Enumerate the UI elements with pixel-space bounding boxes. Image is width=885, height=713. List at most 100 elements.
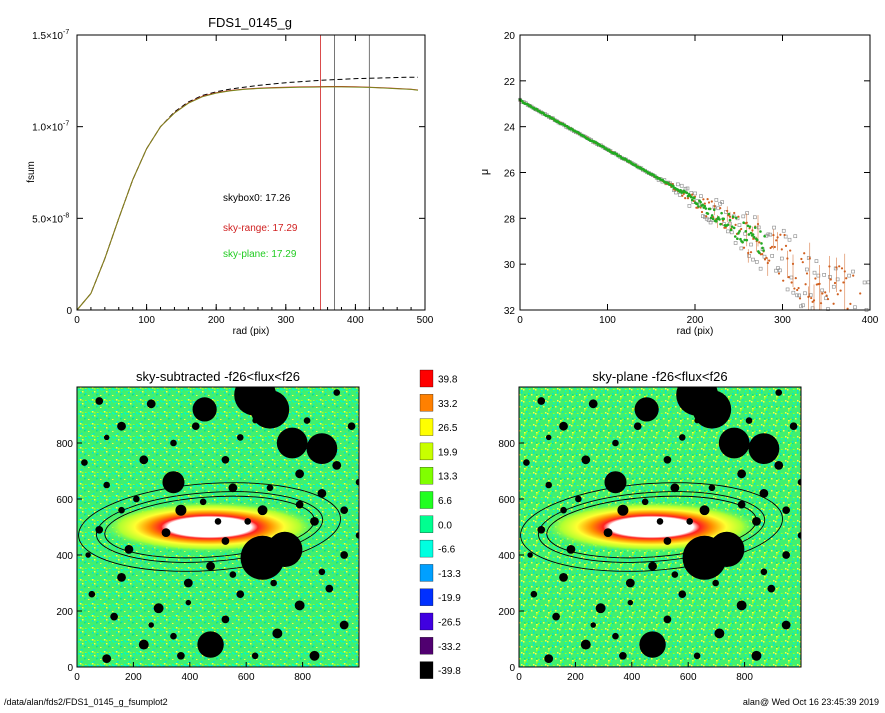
masked-star: [751, 650, 762, 661]
panel2-point-grey: [756, 225, 761, 230]
colorbar-label: -13.3: [438, 569, 461, 580]
image-ytick-label: 400: [56, 551, 73, 562]
masked-star: [595, 603, 606, 614]
masked-star: [206, 561, 215, 571]
panel2-point-orange: [761, 253, 764, 256]
panel2-point-orange: [807, 295, 810, 298]
masked-star: [340, 506, 349, 515]
panel2-ytick-label: 32: [504, 306, 516, 317]
panel2-point-orange: [828, 265, 831, 268]
masked-star: [295, 469, 305, 479]
panel2-point-orange: [811, 300, 814, 303]
panel2-point-orange: [684, 196, 687, 200]
panel2-point-grey: [785, 287, 790, 292]
masked-star: [295, 500, 304, 509]
panel2-point-orange: [789, 249, 792, 252]
masked-star: [244, 518, 251, 525]
image-ytick-label: 800: [56, 439, 73, 450]
panel2-point-orange: [700, 210, 704, 214]
panel2-point-orange: [842, 281, 845, 284]
panel2-point-orange: [808, 257, 811, 260]
masked-star: [303, 417, 311, 424]
image-ytick-label: 0: [509, 663, 515, 674]
panel2-point-orange: [770, 245, 774, 248]
colorbar: 39.8 33.2 26.5 19.9 13.3 6.6 0.0 -6.6 -13.3 -19.9…: [419, 369, 461, 679]
masked-star: [544, 654, 554, 663]
panel2-point-orange: [782, 279, 785, 282]
panel2-point-grey: [778, 268, 782, 273]
panel2-point-grey: [814, 259, 819, 263]
masked-star: [95, 525, 104, 534]
masked-star: [641, 498, 649, 506]
panel2-plot-area: [518, 97, 871, 312]
panel2-point-orange: [780, 248, 783, 251]
image-ytick-label: 600: [56, 495, 73, 506]
panel2-point-orange: [705, 215, 708, 218]
panel2-point-orange: [768, 259, 771, 262]
masked-star: [250, 390, 290, 429]
masked-star: [627, 599, 634, 606]
panel2-point-orange: [826, 297, 830, 301]
panel2-point-green: [763, 234, 766, 238]
masked-star: [117, 421, 126, 431]
panel2-point-orange: [791, 262, 795, 265]
panel4-title: sky-plane -f26<flux<f26: [592, 369, 727, 384]
panel2-point-grey: [720, 200, 724, 204]
panel2-point-grey: [779, 256, 784, 261]
masked-star: [161, 528, 171, 537]
masked-star: [214, 518, 222, 525]
panel1-ytick-label: 1.0×10: [32, 123, 63, 134]
masked-star: [170, 439, 177, 447]
panel2-point-orange: [821, 292, 824, 295]
masked-star: [183, 578, 193, 588]
panel2-point-grey: [774, 268, 778, 273]
panel2-point-orange: [825, 294, 828, 297]
panel2-point-orange: [779, 233, 782, 236]
panel4-frame: [518, 386, 802, 668]
panel2-point-grey: [851, 269, 855, 274]
panel2-point-grey: [781, 228, 786, 233]
panel2-point-orange: [773, 245, 776, 249]
panel2-point-green: [701, 203, 704, 207]
masked-star: [559, 421, 568, 431]
masked-star: [781, 620, 791, 630]
panel2-point-orange: [790, 281, 793, 284]
image-ytick-label: 200: [56, 607, 73, 618]
panel2-point-green: [736, 237, 739, 241]
masked-star: [789, 422, 798, 431]
masked-star: [310, 517, 319, 526]
masked-star: [332, 461, 342, 470]
panel2-point-grey: [676, 182, 680, 187]
panel2-point-grey: [687, 204, 692, 208]
masked-star: [603, 528, 613, 537]
panel2-point-green: [708, 207, 712, 211]
panel2-point-orange: [734, 223, 737, 226]
panel2-point-green: [709, 216, 713, 220]
panel2-point-orange: [719, 207, 722, 210]
panel2-point-green: [715, 219, 718, 223]
panel2-point-grey: [693, 191, 697, 196]
panel-sky-plane: sky-plane -f26<flux<f26 0 200 400 600 800 0 20…: [498, 369, 802, 683]
masked-star: [670, 483, 680, 493]
masked-star: [110, 612, 118, 621]
panel2-point-green: [699, 200, 702, 204]
panel2-point-green: [693, 196, 696, 200]
masked-star: [294, 600, 305, 611]
masked-star: [177, 651, 185, 660]
masked-star: [552, 612, 560, 621]
panel2-point-orange: [713, 205, 716, 208]
panel2-xtick-label: 200: [687, 315, 704, 326]
masked-star: [782, 506, 791, 515]
panel2-point-orange: [846, 307, 849, 310]
panel-mu: 0 100 200 300 400 20 22 24 26 28 30 32 rad (pix) μ: [479, 31, 879, 337]
panel2-point-orange: [702, 198, 705, 201]
panel2-ytick-label: 30: [504, 260, 516, 271]
panel2-point-orange: [787, 276, 790, 279]
masked-star: [678, 434, 686, 441]
panel2-point-green: [733, 235, 737, 238]
masked-star: [648, 561, 657, 571]
panel2-point-orange: [798, 297, 802, 300]
colorbar-swatch: [419, 491, 434, 509]
masked-star: [355, 478, 359, 486]
image-ytick-label: 0: [67, 663, 73, 674]
